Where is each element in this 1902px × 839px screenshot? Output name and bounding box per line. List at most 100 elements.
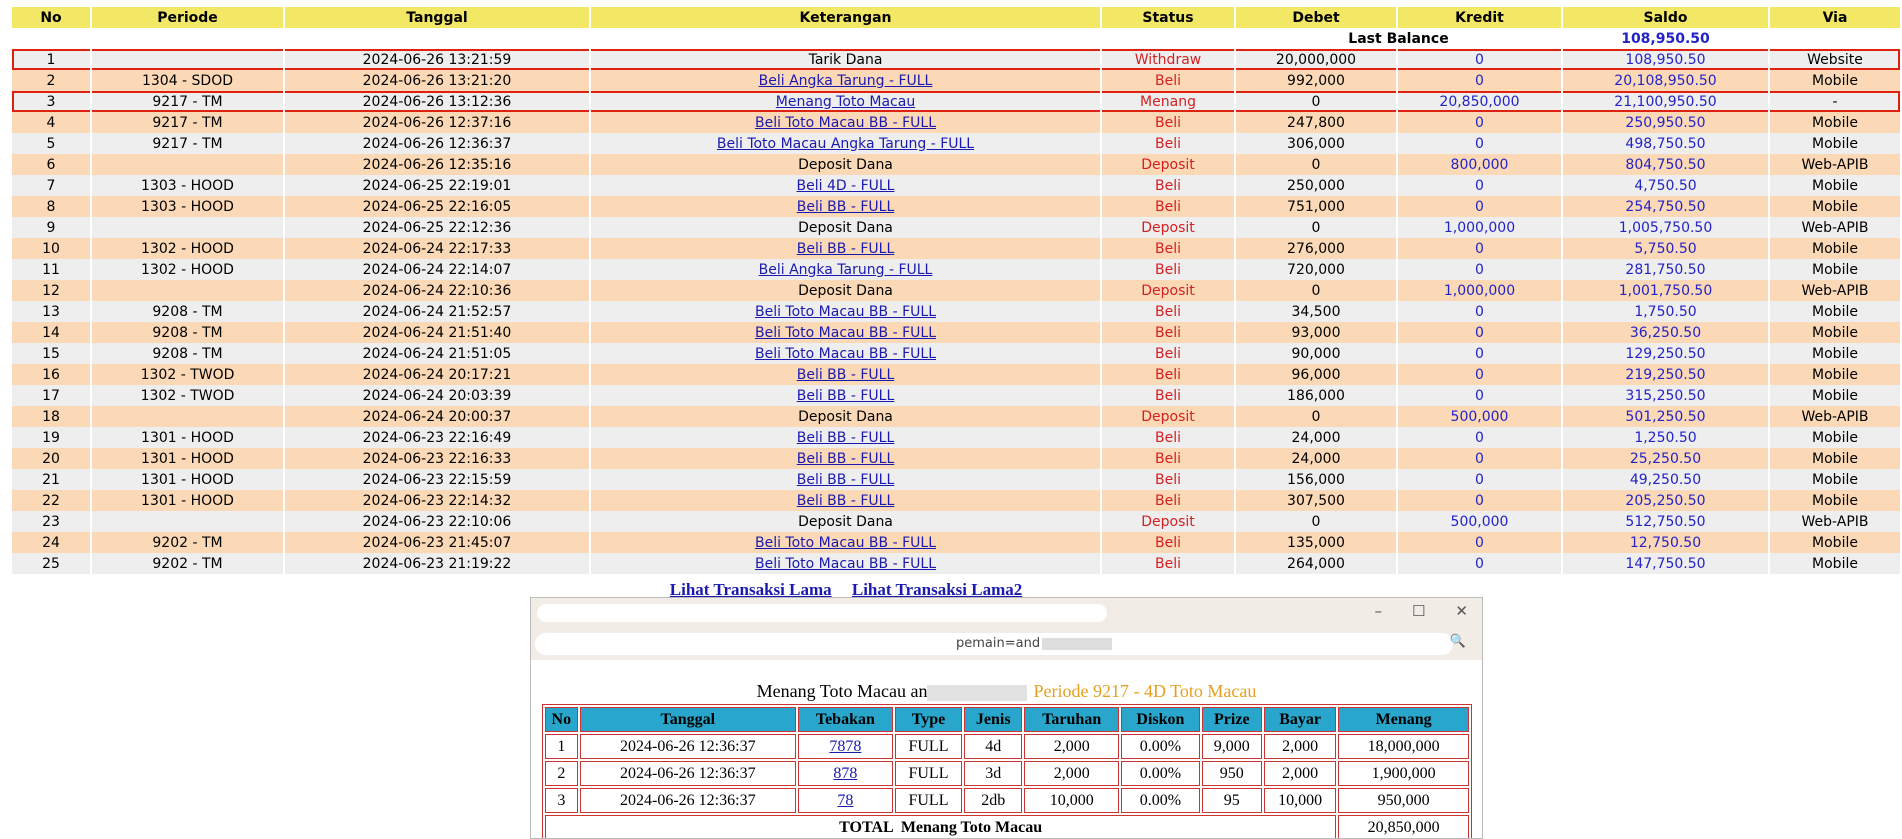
cell: 12 [12, 280, 90, 301]
cell [92, 511, 283, 532]
header-row: No Tanggal Tebakan Type Jenis Taruhan Diskon Pr… [545, 707, 1469, 732]
cell: Beli [1102, 553, 1234, 574]
bet-row: 2 2024-06-26 12:36:37 878 FULL 3d 2,000 0.00% 9… [545, 761, 1469, 786]
cell: 9 [12, 217, 90, 238]
cell: Mobile [1770, 343, 1900, 364]
transaction-row: 7 1303 - HOOD 2024-06-25 22:19:01 Beli 4D -… [12, 175, 1900, 196]
cell: 0 [1236, 280, 1396, 301]
cell: 2024-06-26 12:36:37 [579, 788, 796, 813]
cell: Beli BB - FULL [591, 427, 1100, 448]
cell: 186,000 [1236, 385, 1396, 406]
bet-row: 3 2024-06-26 12:36:37 78 FULL 2db 10,000 0.00%… [545, 788, 1469, 813]
description-link[interactable]: Beli BB - FULL [796, 429, 895, 446]
cell: 3 [545, 788, 578, 813]
old-transactions-link[interactable]: Lihat Transaksi Lama [669, 580, 832, 599]
description-link[interactable]: Beli BB - FULL [796, 450, 895, 467]
transaction-table: No Periode Tanggal Keterangan Status Debet Kre… [10, 7, 1902, 574]
cell: Beli [1102, 70, 1234, 91]
cell: Mobile [1770, 469, 1900, 490]
description-link[interactable]: Beli Toto Macau BB - FULL [754, 345, 936, 362]
popup-heading: Menang Toto Macau an Periode 9217 - 4D To… [531, 681, 1482, 701]
cell: 10 [12, 238, 90, 259]
cell: 0 [1398, 49, 1561, 70]
cell: Deposit [1102, 406, 1234, 427]
cell: 315,250.50 [1563, 385, 1768, 406]
description-link[interactable]: Beli Toto Macau Angka Tarung - FULL [716, 135, 975, 152]
description-link[interactable]: Beli Angka Tarung - FULL [758, 261, 933, 278]
cell: Web-APIB [1770, 217, 1900, 238]
cell: 0 [1398, 448, 1561, 469]
cell: 2024-06-23 22:16:49 [285, 427, 589, 448]
cell: 156,000 [1236, 469, 1396, 490]
cell: 276,000 [1236, 238, 1396, 259]
guess-link[interactable]: 7878 [829, 737, 862, 755]
cell: - [1770, 91, 1900, 112]
description-link[interactable]: Beli 4D - FULL [796, 177, 895, 194]
last-balance-value: 108,950.50 [1563, 28, 1768, 49]
cell: Beli BB - FULL [591, 490, 1100, 511]
old-transactions2-link[interactable]: Lihat Transaksi Lama2 [851, 580, 1023, 599]
description-link[interactable]: Beli BB - FULL [796, 387, 895, 404]
cell: 2024-06-24 22:17:33 [285, 238, 589, 259]
cell: Beli [1102, 322, 1234, 343]
cell: 1,750.50 [1563, 301, 1768, 322]
cell: Mobile [1770, 259, 1900, 280]
zoom-icon[interactable]: 🔍 [1449, 634, 1466, 649]
description-link[interactable]: Beli Toto Macau BB - FULL [754, 324, 936, 341]
cell: Web-APIB [1770, 154, 1900, 175]
minimize-button[interactable]: – [1374, 602, 1382, 620]
description-link[interactable]: Beli BB - FULL [796, 240, 895, 257]
cell: 2024-06-26 12:36:37 [285, 133, 589, 154]
cell: 2024-06-26 12:35:16 [285, 154, 589, 175]
cell: Deposit [1102, 217, 1234, 238]
description-link[interactable]: Beli Toto Macau BB - FULL [754, 114, 936, 131]
maximize-button[interactable]: ☐ [1411, 602, 1426, 620]
cell: Beli BB - FULL [591, 364, 1100, 385]
transaction-row: 2 1304 - SDOD 2024-06-26 13:21:20 Beli Angk… [12, 70, 1900, 91]
guess-link[interactable]: 878 [833, 764, 858, 782]
column-header: Periode [92, 7, 283, 28]
cell: Mobile [1770, 70, 1900, 91]
cell: Beli [1102, 259, 1234, 280]
total-value: 20,850,000 [1338, 815, 1469, 838]
cell [92, 217, 283, 238]
cell: 2024-06-24 21:51:05 [285, 343, 589, 364]
cell: 2,000 [1263, 734, 1337, 759]
column-header: Kredit [1398, 7, 1561, 28]
description-link[interactable]: Beli BB - FULL [796, 471, 895, 488]
cell: 36,250.50 [1563, 322, 1768, 343]
cell: Tarik Dana [591, 49, 1100, 70]
cell: 0.00% [1121, 761, 1200, 786]
transaction-row: 16 1302 - TWOD 2024-06-24 20:17:21 Beli BB … [12, 364, 1900, 385]
transaction-row: 17 1302 - TWOD 2024-06-24 20:03:39 Beli BB … [12, 385, 1900, 406]
cell: Beli Toto Macau BB - FULL [591, 112, 1100, 133]
cell: 0 [1398, 133, 1561, 154]
cell: 4 [12, 112, 90, 133]
cell: Beli Angka Tarung - FULL [591, 70, 1100, 91]
cell: 1,250.50 [1563, 427, 1768, 448]
description-link[interactable]: Menang Toto Macau [775, 93, 916, 110]
transaction-row: 15 9208 - TM 2024-06-24 21:51:05 Beli Toto … [12, 343, 1900, 364]
description-link[interactable]: Beli Toto Macau BB - FULL [754, 303, 936, 320]
description-link[interactable]: Beli BB - FULL [796, 366, 895, 383]
cell: 1303 - HOOD [92, 196, 283, 217]
cell: 96,000 [1236, 364, 1396, 385]
description-link[interactable]: Beli Toto Macau BB - FULL [754, 555, 936, 572]
heading: Menang Toto Macau an [756, 681, 928, 701]
guess-link[interactable]: 78 [837, 791, 854, 809]
transaction-row: 14 9208 - TM 2024-06-24 21:51:40 Beli Toto … [12, 322, 1900, 343]
cell: 20,108,950.50 [1563, 70, 1768, 91]
description-link[interactable]: Beli Toto Macau BB - FULL [754, 534, 936, 551]
description-link[interactable]: Beli BB - FULL [796, 198, 895, 215]
close-button[interactable]: ✕ [1455, 602, 1468, 620]
transaction-row: 20 1301 - HOOD 2024-06-23 22:16:33 Beli BB … [12, 448, 1900, 469]
cell: 992,000 [1236, 70, 1396, 91]
last-balance-label: Last Balance [1236, 28, 1561, 49]
column-header: Taruhan [1024, 707, 1120, 732]
cell: Beli [1102, 427, 1234, 448]
cell: 0 [1236, 406, 1396, 427]
description-link[interactable]: Beli BB - FULL [796, 492, 895, 509]
description-link[interactable]: Beli Angka Tarung - FULL [758, 72, 933, 89]
cell: Deposit Dana [591, 511, 1100, 532]
